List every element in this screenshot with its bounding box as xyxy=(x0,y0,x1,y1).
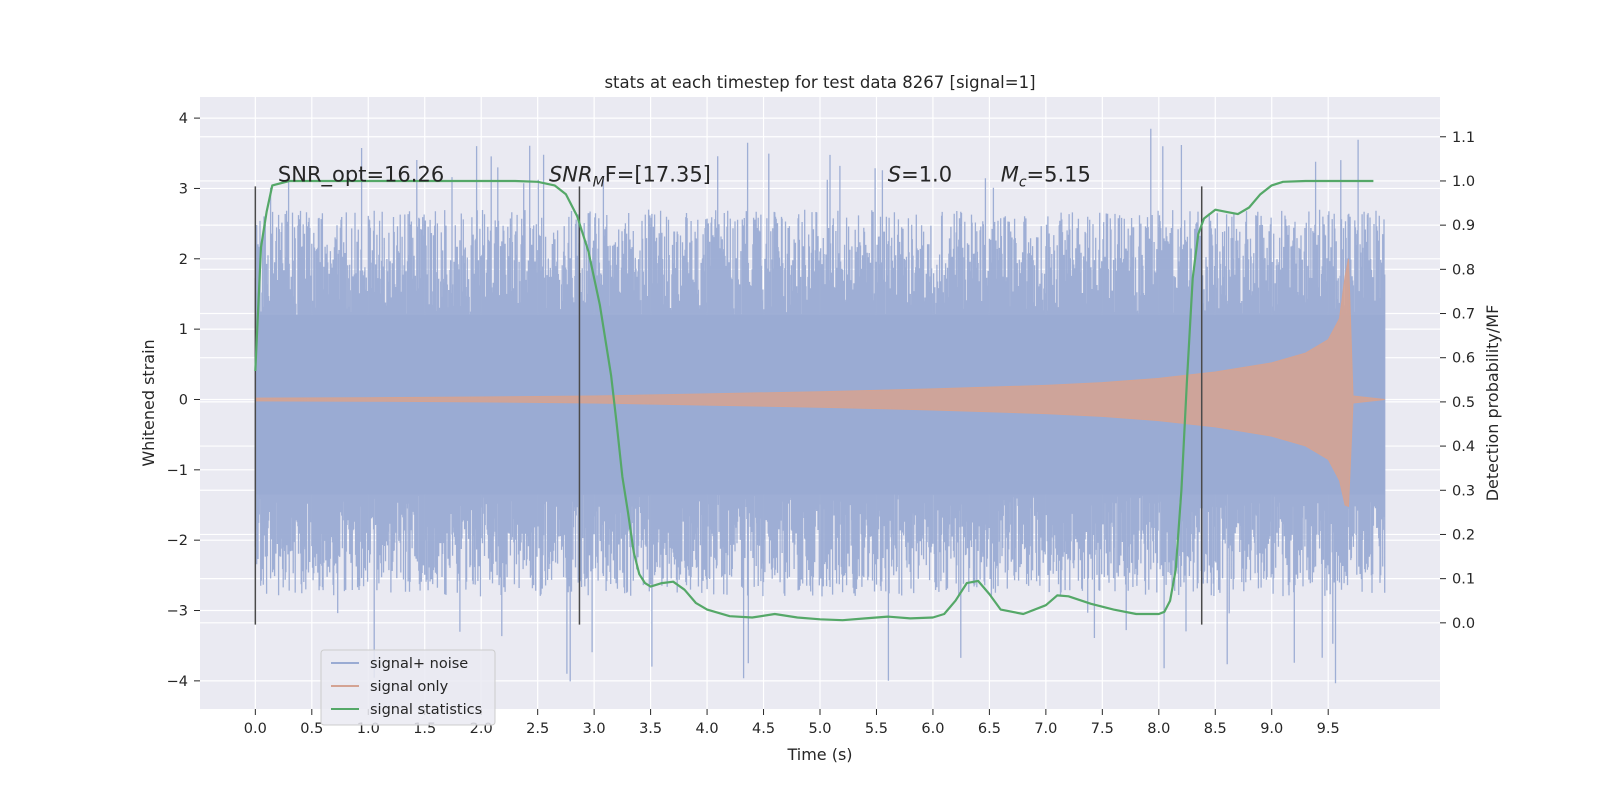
left-tick-label: −3 xyxy=(167,604,188,620)
chart-title: stats at each timestep for test data 826… xyxy=(604,73,1035,92)
legend-box xyxy=(320,649,496,726)
right-axis-ticks: 0.0 0.1 0.2 0.3 0.4 0.5 0.6 0.7 0.8 0.9 1.0 1.1 xyxy=(1440,130,1475,632)
x-tick-label: 0.5 xyxy=(300,721,323,737)
x-tick-label: 6.0 xyxy=(921,721,944,737)
right-tick-label: 0.0 xyxy=(1452,616,1475,632)
left-tick-label: 2 xyxy=(179,252,188,268)
x-tick-label: 9.5 xyxy=(1317,721,1340,737)
x-tick-label: 8.0 xyxy=(1147,721,1170,737)
x-tick-label: 5.0 xyxy=(808,721,831,737)
vertical-markers xyxy=(254,186,1203,625)
y-axis-label-right: Detection probability/MF xyxy=(1483,305,1502,502)
right-tick-label: 0.9 xyxy=(1452,218,1475,234)
left-tick-label: 3 xyxy=(179,181,188,197)
x-tick-label: 7.0 xyxy=(1034,721,1057,737)
x-tick-label: 9.0 xyxy=(1260,721,1283,737)
annotations: SNR_opt=16.26 SNRMF=[17.35] S=1.0 Mc=5.15 xyxy=(278,162,1091,190)
x-axis-ticks: 0.0 0.5 1.0 1.5 2.0 2.5 3.0 3.5 4.0 4.5 5.0 5.5 6.0 6… xyxy=(244,709,1340,737)
left-tick-label: −4 xyxy=(167,674,188,690)
right-tick-label: 0.5 xyxy=(1452,395,1475,411)
right-tick-label: 1.0 xyxy=(1452,174,1475,190)
right-tick-label: 0.4 xyxy=(1452,439,1475,455)
x-axis-label: Time (s) xyxy=(786,745,852,764)
legend-label-signal-only: signal only xyxy=(370,679,449,695)
right-tick-label: 0.6 xyxy=(1452,351,1475,367)
x-tick-label: 0.0 xyxy=(244,721,267,737)
right-tick-label: 0.3 xyxy=(1452,483,1475,499)
x-tick-label: 4.5 xyxy=(752,721,775,737)
left-tick-label: 4 xyxy=(179,111,188,127)
annotation-text: S=1.0 xyxy=(888,162,952,186)
x-tick-label: 3.0 xyxy=(583,721,606,737)
signal-statistics-line xyxy=(254,179,1374,622)
annotation-text: SNR_opt=16.26 xyxy=(278,162,444,187)
right-tick-label: 1.1 xyxy=(1452,130,1475,146)
legend-label-signal-statistics: signal statistics xyxy=(370,702,482,718)
right-tick-label: 0.2 xyxy=(1452,527,1475,543)
left-tick-label: −2 xyxy=(167,533,188,549)
right-tick-label: 0.7 xyxy=(1452,307,1475,323)
signal-only-envelope xyxy=(254,258,1385,508)
x-tick-label: 5.5 xyxy=(865,721,888,737)
y-axis-label-left: Whitened strain xyxy=(139,339,158,466)
x-tick-label: 7.5 xyxy=(1091,721,1114,737)
series-signal-only xyxy=(254,258,1385,508)
left-tick-label: −1 xyxy=(167,463,188,479)
x-tick-label: 3.5 xyxy=(639,721,662,737)
annotation-text: Mc=5.15 xyxy=(1001,162,1091,190)
x-tick-label: 4.0 xyxy=(696,721,719,737)
right-tick-label: 0.8 xyxy=(1452,262,1475,278)
x-tick-label: 6.5 xyxy=(978,721,1001,737)
annotation-text: SNRMF=[17.35] xyxy=(549,162,711,190)
right-tick-label: 0.1 xyxy=(1452,572,1475,588)
left-tick-label: 1 xyxy=(179,322,188,338)
legend-label-signal-noise: signal+ noise xyxy=(370,656,468,672)
series-signal-statistics xyxy=(254,179,1374,622)
left-tick-label: 0 xyxy=(179,392,188,408)
legend: signal+ noise signal only signal statist… xyxy=(320,649,496,726)
x-tick-label: 2.5 xyxy=(526,721,549,737)
left-axis-ticks: −4 −3 −2 −1 0 1 2 3 4 xyxy=(167,111,200,690)
x-tick-label: 8.5 xyxy=(1204,721,1227,737)
